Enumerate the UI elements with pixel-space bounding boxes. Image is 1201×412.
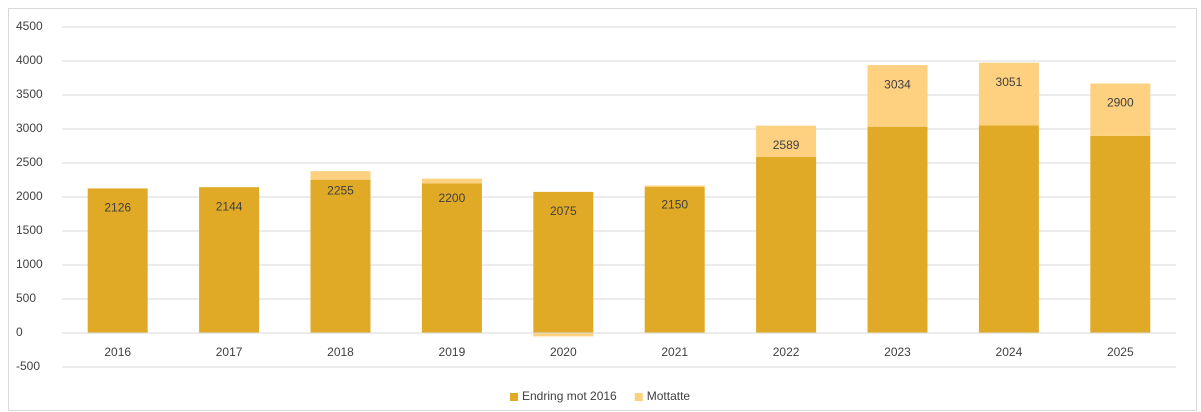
x-tick-label: 2021: [661, 345, 688, 359]
y-tick-label: 4000: [16, 53, 43, 67]
legend-swatch: [510, 393, 518, 401]
x-tick-label: 2023: [884, 345, 911, 359]
legend: Endring mot 2016 Mottatte: [510, 389, 690, 403]
data-label: 2144: [216, 199, 243, 213]
data-label: 3034: [884, 77, 911, 91]
x-tick-label: 2016: [104, 345, 131, 359]
data-label: 2589: [773, 138, 800, 152]
bar-segment: [533, 191, 594, 333]
data-label: 3051: [996, 75, 1023, 89]
y-tick-label: 1500: [16, 223, 43, 237]
bar-segment: [644, 186, 705, 333]
bar-segment: [421, 178, 482, 184]
data-label: 2255: [327, 183, 354, 197]
data-label: 2150: [661, 198, 688, 212]
data-label: 2200: [439, 191, 466, 205]
legend-label: Endring mot 2016: [522, 389, 617, 403]
bar-segment: [756, 125, 817, 157]
x-tick-label: 2019: [439, 345, 466, 359]
bar-segment: [644, 185, 705, 187]
bar-segment: [978, 125, 1039, 333]
x-tick-label: 2018: [327, 345, 354, 359]
y-tick-label: 0: [16, 325, 23, 339]
bar-segment: [533, 333, 594, 337]
bar-segment: [199, 187, 260, 333]
y-tick-label: 3000: [16, 121, 43, 135]
bar-segment: [310, 179, 371, 333]
y-tick-label: 3500: [16, 87, 43, 101]
legend-label: Mottatte: [647, 389, 691, 403]
y-tick-label: 4500: [16, 19, 43, 33]
x-tick-label: 2025: [1107, 345, 1134, 359]
x-tick-label: 2024: [996, 345, 1023, 359]
y-tick-label: -500: [16, 359, 40, 373]
bar-segment: [867, 65, 928, 127]
bar-segment: [867, 126, 928, 333]
bar-segment: [1090, 83, 1151, 136]
data-label: 2900: [1107, 96, 1134, 110]
data-label: 2075: [550, 204, 577, 218]
bar-segment: [421, 183, 482, 333]
bar-segment: [87, 188, 148, 333]
y-tick-label: 2500: [16, 155, 43, 169]
x-tick-label: 2017: [216, 345, 243, 359]
bar-segment: [756, 156, 817, 333]
x-tick-label: 2020: [550, 345, 577, 359]
y-tick-label: 1000: [16, 257, 43, 271]
y-tick-label: 2000: [16, 189, 43, 203]
bar-segment: [1090, 135, 1151, 333]
y-tick-label: 500: [16, 291, 36, 305]
legend-swatch: [634, 393, 643, 401]
data-label: 2126: [104, 201, 131, 215]
bar-segment: [310, 171, 371, 180]
bar-segment: [978, 62, 1039, 126]
x-tick-label: 2022: [773, 345, 800, 359]
